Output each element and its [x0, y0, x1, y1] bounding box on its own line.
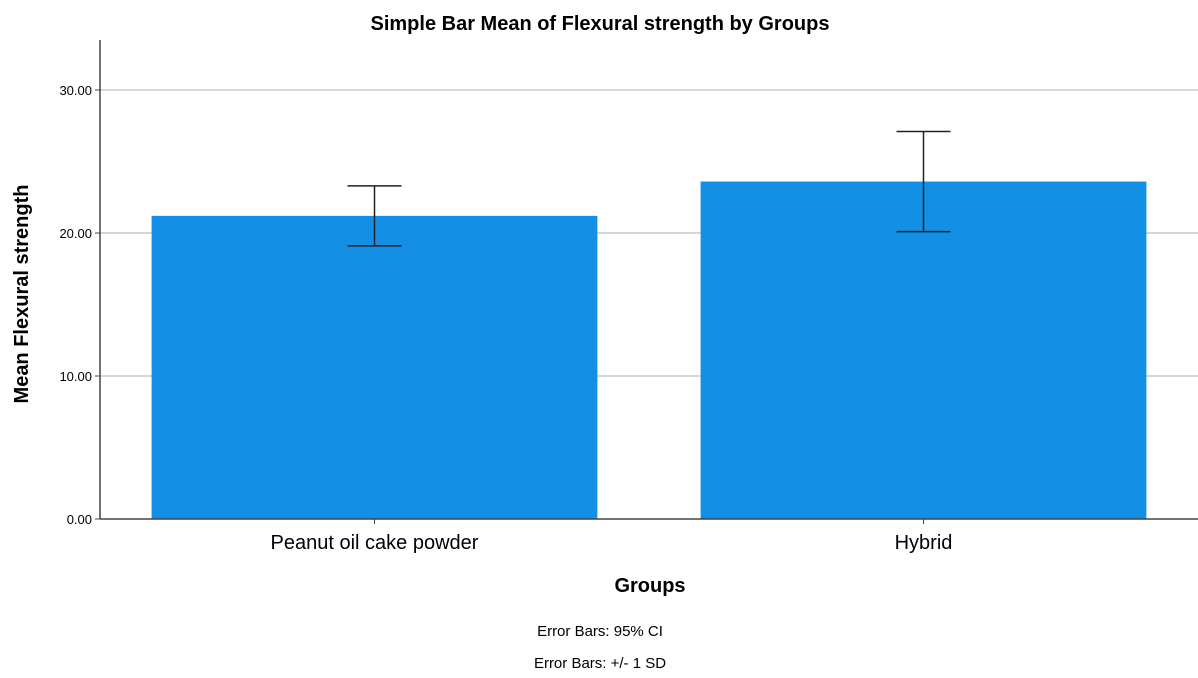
x-tick-labels: Peanut oil cake powder Hybrid	[271, 519, 953, 554]
y-tick-label: 30.00	[59, 83, 92, 98]
error-bars	[347, 130, 951, 247]
y-tick-labels: 0.00 10.00 20.00 30.00	[59, 83, 100, 527]
bar	[151, 215, 598, 519]
error-bars-note-sd: Error Bars: +/- 1 SD	[534, 655, 666, 672]
x-axis-title: Groups	[614, 575, 685, 597]
y-tick-label: 10.00	[59, 369, 92, 384]
y-tick-label: 20.00	[59, 226, 92, 241]
error-bars-note-ci: Error Bars: 95% CI	[537, 623, 663, 640]
chart-title: Simple Bar Mean of Flexural strength by …	[371, 13, 830, 35]
y-tick-label: 0.00	[67, 512, 92, 527]
bars	[151, 181, 1147, 519]
y-axis-title: Mean Flexural strength	[11, 185, 33, 404]
x-tick-label: Peanut oil cake powder	[271, 532, 479, 554]
bar	[700, 181, 1147, 519]
x-tick-label: Hybrid	[895, 532, 953, 554]
